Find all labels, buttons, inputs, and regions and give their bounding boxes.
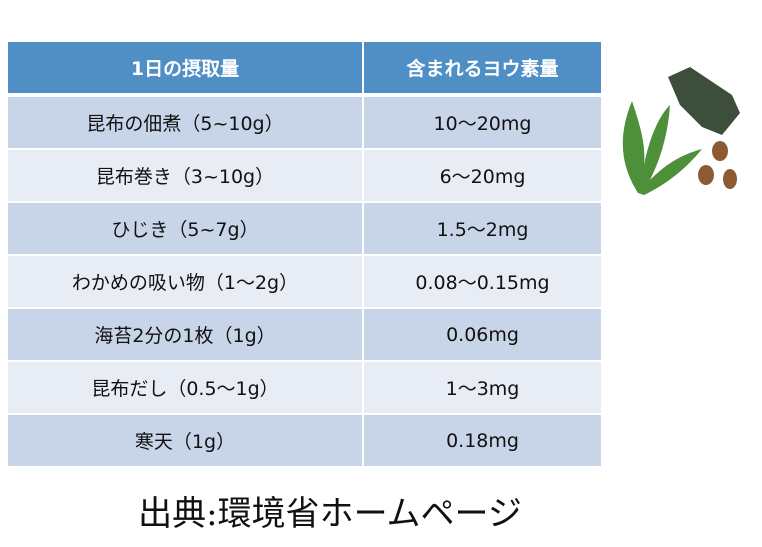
table-row: 昆布巻き（3~10g） 6～20mg [8, 150, 601, 203]
header-row: 1日の摂取量 含まれるヨウ素量 [8, 42, 601, 97]
food-intake-cell: 昆布だし（0.5～1g） [8, 362, 364, 415]
iodine-amount-cell: 1～3mg [364, 362, 601, 415]
nori-sheet [668, 67, 740, 135]
food-intake-cell: 寒天（1g） [8, 415, 364, 468]
table-row: 寒天（1g） 0.18mg [8, 415, 601, 468]
food-intake-cell: わかめの吸い物（1～2g） [8, 256, 364, 309]
source-caption: 出典:環境省ホームページ [138, 494, 522, 534]
food-intake-cell: ひじき（5~7g） [8, 203, 364, 256]
iodine-amount-cell: 0.08～0.15mg [364, 256, 601, 309]
kelp-leaves [622, 101, 702, 195]
table-row: 海苔2分の1枚（1g） 0.06mg [8, 309, 601, 362]
iodine-amount-cell: 1.5～2mg [364, 203, 601, 256]
table-row: ひじき（5~7g） 1.5～2mg [8, 203, 601, 256]
seaweed-illustration [622, 67, 740, 195]
soybean [712, 141, 728, 161]
table-row: 昆布だし（0.5～1g） 1～3mg [8, 362, 601, 415]
food-intake-cell: 昆布の佃煮（5~10g） [8, 97, 364, 150]
iodine-table: 1日の摂取量 含まれるヨウ素量 昆布の佃煮（5~10g） 10～20mg 昆布巻き（… [8, 42, 601, 468]
food-intake-cell: 海苔2分の1枚（1g） [8, 309, 364, 362]
iodine-amount-cell: 0.06mg [364, 309, 601, 362]
food-intake-cell: 昆布巻き（3~10g） [8, 150, 364, 203]
iodine-amount-cell: 6～20mg [364, 150, 601, 203]
iodine-amount-cell: 10～20mg [364, 97, 601, 150]
table-row: 昆布の佃煮（5~10g） 10～20mg [8, 97, 601, 150]
soybean [723, 169, 737, 189]
header-iodine: 含まれるヨウ素量 [364, 42, 601, 97]
iodine-amount-cell: 0.18mg [364, 415, 601, 468]
soybean [698, 165, 714, 185]
table-row: わかめの吸い物（1～2g） 0.08～0.15mg [8, 256, 601, 309]
header-intake: 1日の摂取量 [8, 42, 364, 97]
